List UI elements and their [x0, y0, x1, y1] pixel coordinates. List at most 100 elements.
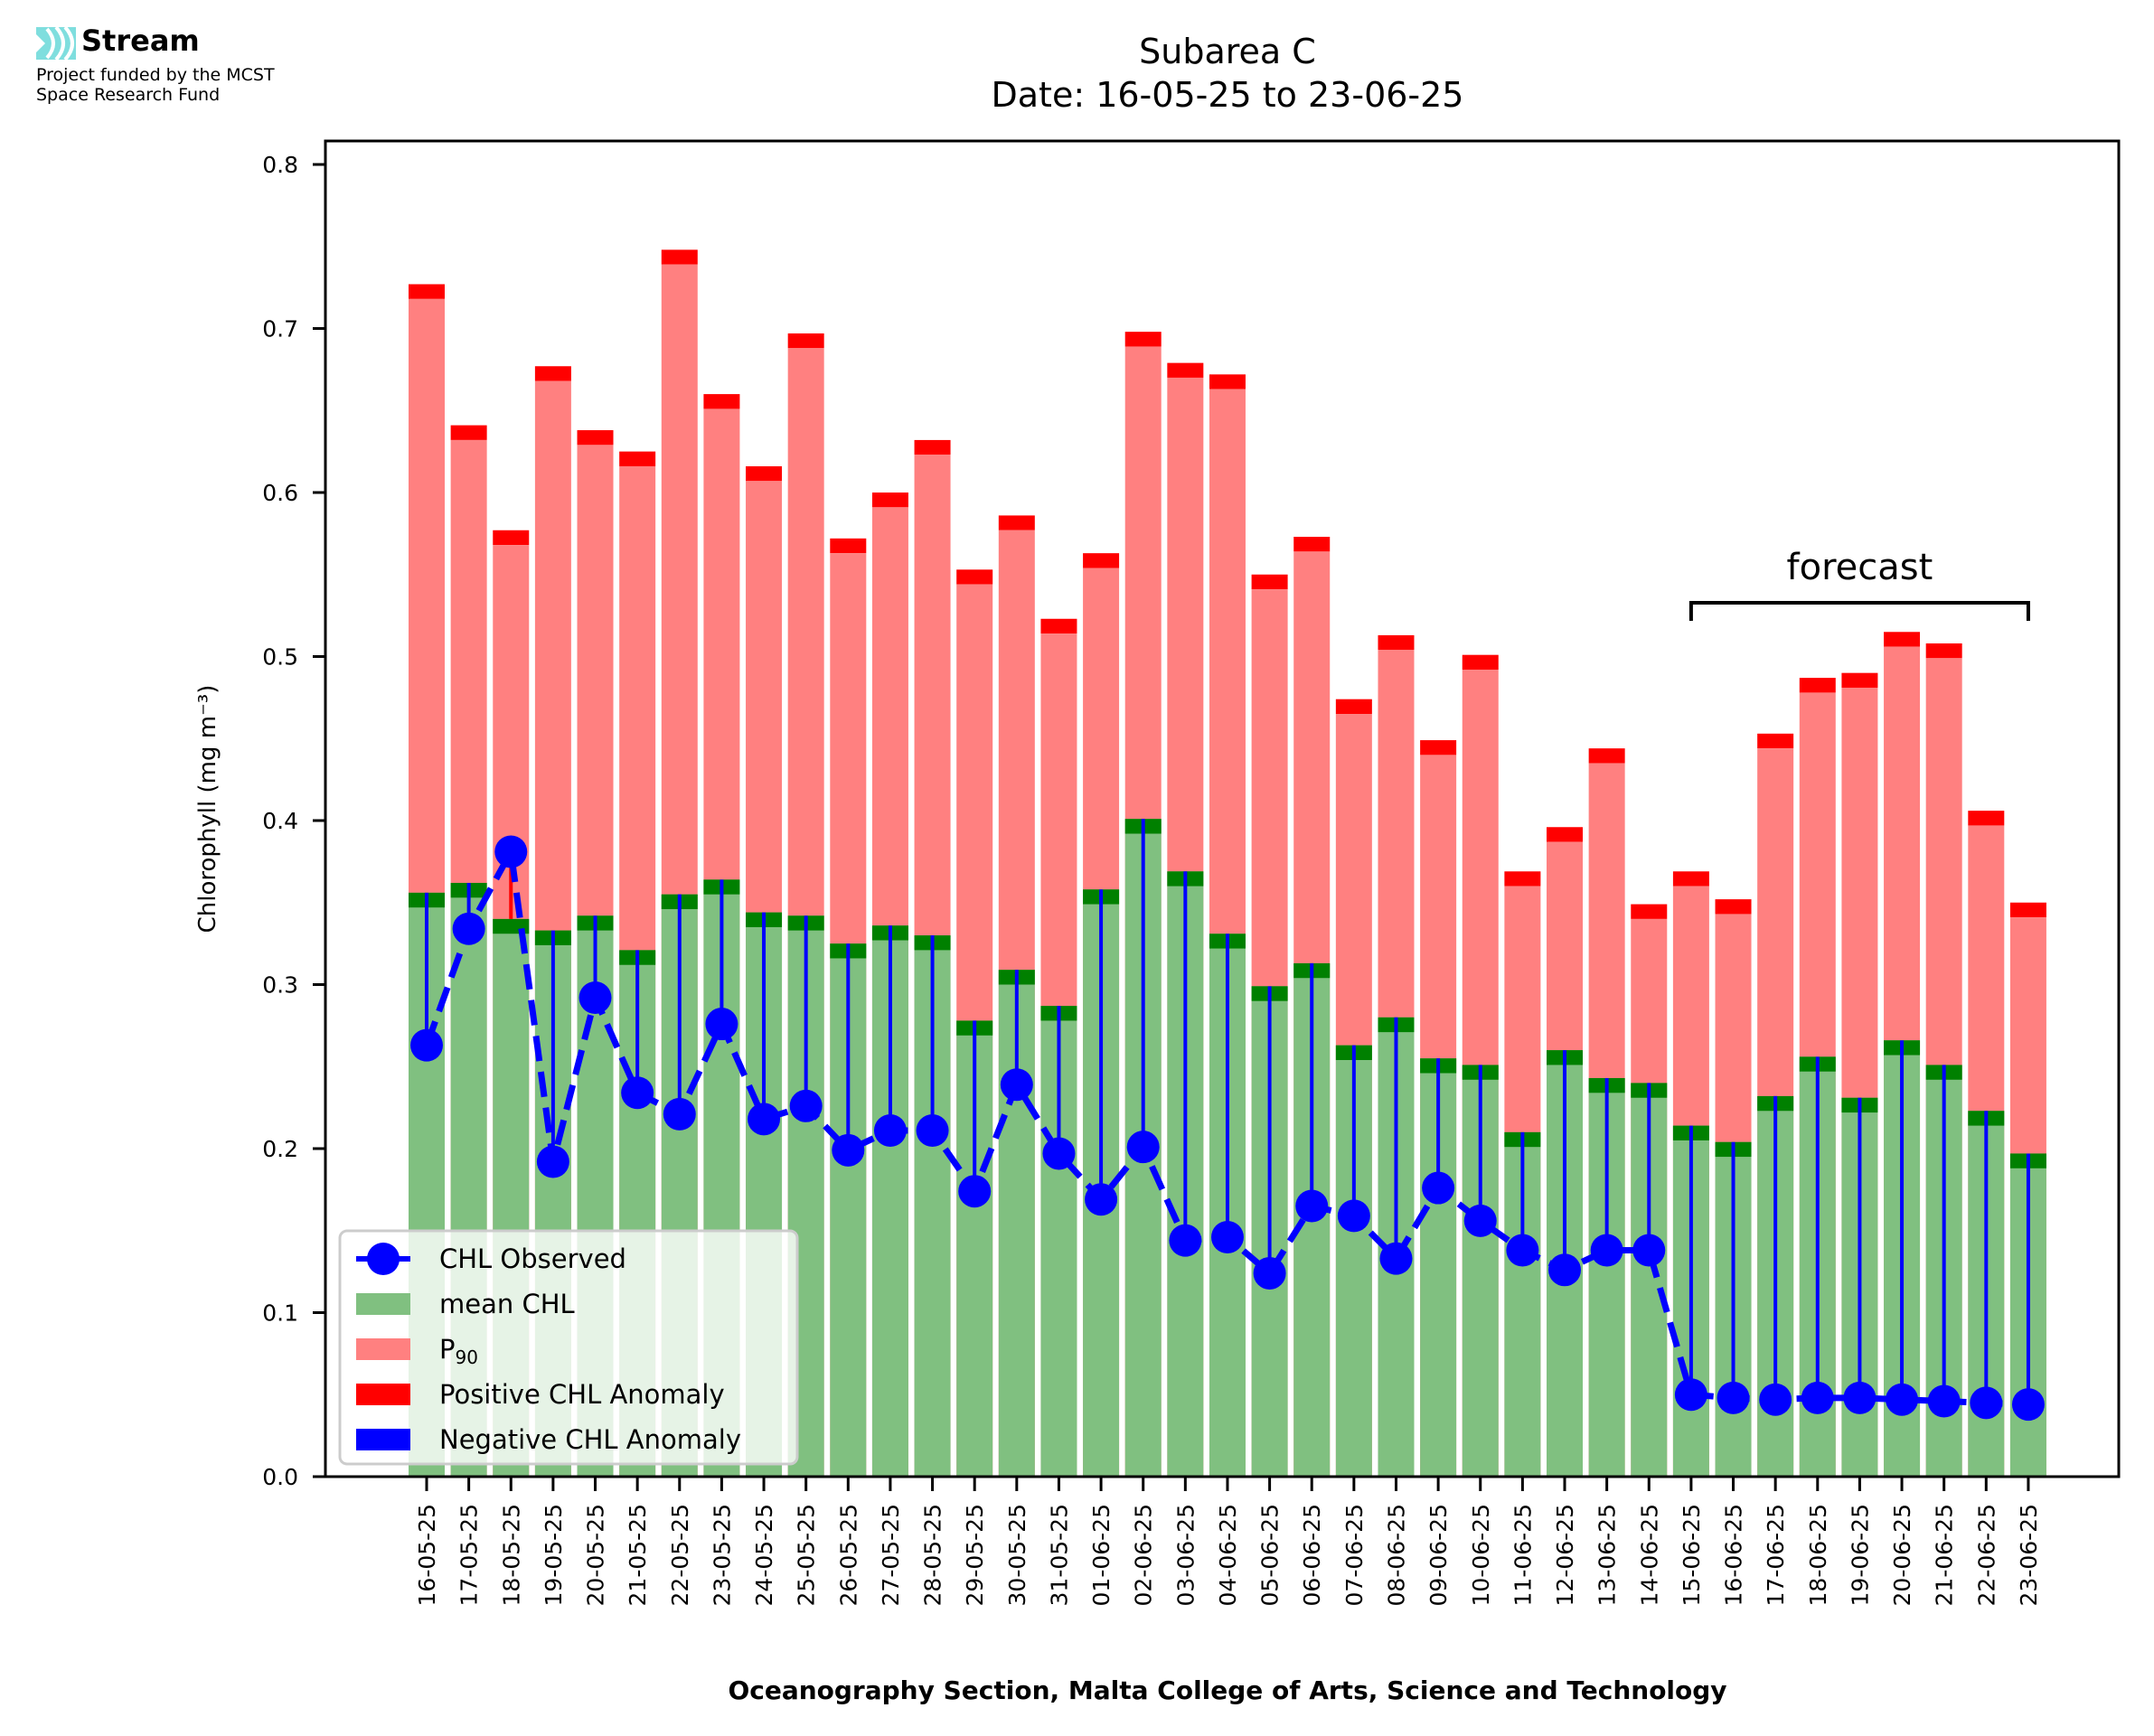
y-axis-ticks: 0.0 0.1 0.2 0.3 0.4 0.5 0.6 0.7 0.8	[262, 152, 325, 1490]
observed-point	[1126, 1131, 1160, 1164]
p90-cap	[1335, 699, 1372, 715]
x-tick-label: 05-06-25	[1257, 1504, 1284, 1606]
p90-cap	[450, 425, 487, 440]
legend-item: mean CHL	[356, 1289, 575, 1319]
x-tick-label: 29-05-25	[962, 1504, 988, 1606]
observed-point	[1000, 1068, 1033, 1102]
forecast-annotation: forecast	[1688, 547, 2030, 621]
observed-point	[1590, 1234, 1623, 1267]
observed-point	[748, 1103, 781, 1136]
legend-item: Positive CHL Anomaly	[356, 1379, 725, 1410]
legend-label: Negative CHL Anomaly	[439, 1424, 741, 1455]
x-tick-label: 27-05-25	[878, 1504, 904, 1606]
p90-cap	[1124, 332, 1162, 347]
p90-cap	[409, 284, 445, 299]
legend-item: Negative CHL Anomaly	[356, 1424, 741, 1455]
p90-cap	[1672, 871, 1709, 887]
observed-point	[1843, 1381, 1877, 1414]
observed-point	[1422, 1171, 1455, 1205]
chart-title-line-2: Date: 16-05-25 to 23-06-25	[992, 75, 1464, 115]
p90-cap	[830, 538, 867, 554]
forecast-bracket	[1688, 601, 2030, 621]
y-tick-label: 0.7	[262, 316, 298, 343]
x-tick-label: 23-06-25	[2016, 1504, 2042, 1606]
observed-point	[1210, 1221, 1244, 1254]
funding-line-2: Space Research Fund	[36, 85, 221, 105]
observed-point	[1970, 1386, 2003, 1420]
p90-cap	[1799, 678, 1836, 693]
axes: 0.0 0.1 0.2 0.3 0.4 0.5 0.6 0.7 0.8 16-05-25 17-0…	[262, 139, 2121, 1606]
stream-logo-text: Stream	[81, 23, 200, 58]
observed-point	[1337, 1199, 1370, 1233]
observed-point	[789, 1089, 823, 1122]
observed-point	[2011, 1388, 2045, 1422]
x-tick-label: 07-06-25	[1341, 1504, 1368, 1606]
p90-cap	[998, 515, 1035, 530]
observed-point	[916, 1114, 949, 1148]
x-tick-label: 15-06-25	[1679, 1504, 1705, 1606]
x-tick-label: 12-06-25	[1552, 1504, 1578, 1606]
observed-point	[1632, 1234, 1666, 1267]
observed-point	[494, 835, 528, 868]
observed-point	[1506, 1234, 1539, 1267]
x-tick-label: 16-05-25	[414, 1504, 440, 1606]
legend-patch-swatch	[356, 1429, 410, 1450]
x-tick-label: 22-05-25	[667, 1504, 693, 1606]
p90-cap	[2009, 902, 2046, 918]
x-axis-label: Oceanography Section, Malta College of A…	[728, 1675, 1726, 1705]
p90-cap	[871, 493, 908, 508]
p90-cap	[1167, 362, 1204, 378]
observed-point	[705, 1008, 738, 1041]
p90-cap	[1925, 643, 1962, 659]
x-tick-label: 02-06-25	[1131, 1504, 1157, 1606]
legend-label: mean CHL	[439, 1289, 575, 1319]
y-tick-label: 0.4	[262, 808, 298, 834]
stream-logo-icon	[36, 25, 76, 61]
observed-point	[1295, 1189, 1329, 1223]
observed-point	[1927, 1384, 1961, 1418]
x-tick-label: 01-06-25	[1088, 1504, 1115, 1606]
x-tick-label: 18-06-25	[1805, 1504, 1831, 1606]
legend-label: Positive CHL Anomaly	[439, 1379, 725, 1410]
x-tick-label: 20-06-25	[1889, 1504, 1915, 1606]
observed-point	[578, 981, 612, 1015]
observed-point	[873, 1114, 907, 1148]
x-tick-label: 19-05-25	[541, 1504, 567, 1606]
p90-cap	[1462, 654, 1499, 671]
p90-cap	[1293, 537, 1331, 552]
legend-label: CHL Observed	[439, 1243, 626, 1274]
p90-cap	[493, 530, 530, 546]
x-tick-label: 16-06-25	[1721, 1504, 1747, 1606]
p90-cap	[1588, 748, 1625, 764]
x-tick-label: 30-05-25	[1004, 1504, 1030, 1606]
observed-point	[1886, 1383, 1919, 1416]
observed-point	[452, 912, 485, 945]
x-tick-label: 25-05-25	[794, 1504, 820, 1606]
p90-cap	[619, 451, 656, 466]
x-tick-label: 23-05-25	[709, 1504, 735, 1606]
p90-cap	[1083, 553, 1120, 568]
x-tick-label: 20-05-25	[583, 1504, 609, 1606]
x-tick-label: 03-06-25	[1172, 1504, 1199, 1606]
p90-cap	[787, 333, 824, 349]
x-tick-label: 14-06-25	[1636, 1504, 1662, 1606]
x-tick-label: 17-05-25	[456, 1504, 483, 1606]
p90-cap	[1040, 618, 1077, 634]
p90-cap	[1251, 574, 1288, 590]
x-tick-label: 08-06-25	[1383, 1504, 1409, 1606]
x-tick-label: 09-06-25	[1425, 1504, 1452, 1606]
p90-cap	[703, 394, 740, 409]
p90-cap	[1715, 899, 1752, 915]
p90-cap	[661, 249, 698, 265]
x-tick-label: 22-06-25	[1973, 1504, 1999, 1606]
observed-point	[1253, 1256, 1286, 1290]
y-tick-label: 0.0	[262, 1464, 298, 1490]
p90-cap	[1504, 871, 1541, 887]
p90-cap	[1420, 740, 1457, 755]
p90-cap	[1884, 632, 1921, 647]
p90-cap	[956, 569, 993, 585]
observed-point	[410, 1028, 443, 1062]
x-tick-label: 26-05-25	[835, 1504, 861, 1606]
